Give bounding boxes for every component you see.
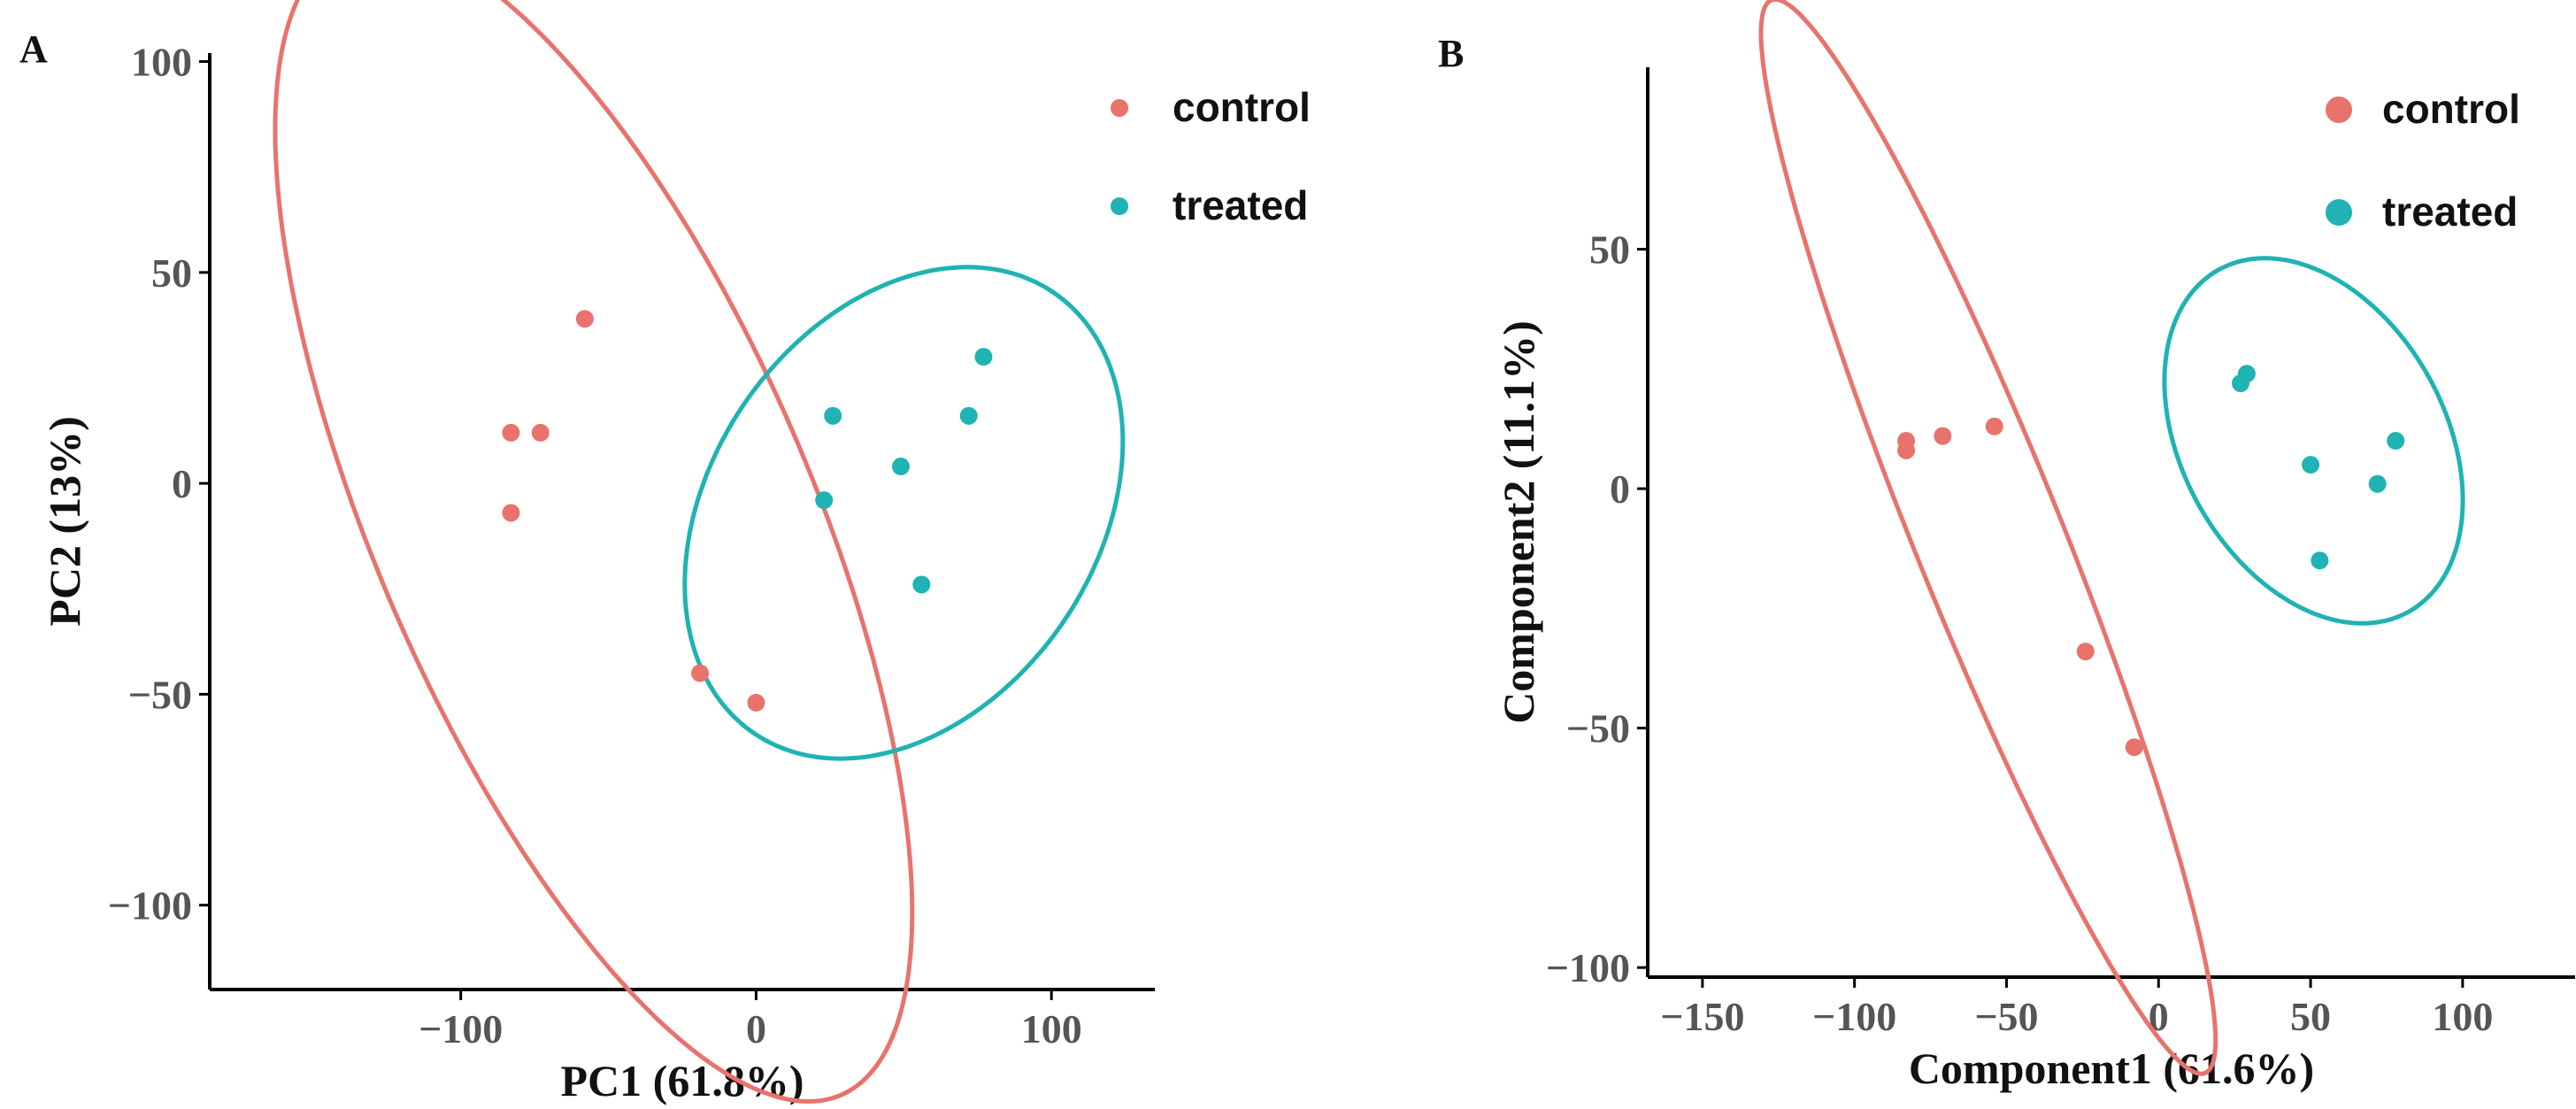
y-tick-label: 50 — [1589, 227, 1630, 273]
x-axis-title: Component1 (61.6%) — [1909, 1044, 2314, 1093]
legend-label-control: control — [1173, 84, 1311, 130]
data-point-control — [531, 423, 550, 442]
data-point-control — [2076, 643, 2095, 661]
data-point-control — [575, 310, 594, 328]
y-axis-title: Component2 (11.1%) — [1494, 320, 1543, 724]
data-point-control — [691, 664, 710, 682]
y-tick-label: −50 — [1566, 706, 1630, 751]
y-tick-label: 0 — [1610, 466, 1630, 512]
data-point-treated — [2232, 374, 2250, 393]
data-point-treated — [2387, 432, 2405, 451]
data-point-control — [2125, 738, 2143, 757]
data-point-treated — [2302, 456, 2320, 474]
y-tick-label: 50 — [151, 250, 192, 296]
legend-label-treated: treated — [1173, 182, 1308, 228]
data-point-control — [747, 693, 765, 712]
legend-label-control: control — [2382, 86, 2520, 132]
y-tick-label: 0 — [172, 461, 192, 506]
panel-a: A −100 0 100 −100 −50 0 50 100 PC1 (61.8%) PC2 (13… — [19, 0, 1311, 1105]
confidence-ellipse-treated — [2162, 256, 2465, 626]
panel-label: A — [19, 27, 48, 71]
legend: control treated — [2326, 86, 2520, 235]
x-tick-label: −150 — [1660, 994, 1744, 1039]
confidence-ellipse-control — [273, 0, 915, 1104]
confidence-ellipse-treated — [682, 265, 1126, 761]
y-axis-title: PC2 (13%) — [40, 416, 89, 626]
x-tick-label: 100 — [1021, 1006, 1082, 1051]
data-point-treated — [912, 575, 931, 594]
data-point-treated — [815, 491, 834, 510]
y-tick-label: −100 — [108, 883, 192, 928]
x-tick-label: 0 — [2149, 994, 2169, 1039]
legend-marker-control — [2326, 96, 2352, 123]
y-tick-label: −50 — [128, 672, 192, 717]
data-point-control — [502, 504, 520, 522]
x-tick-label: 0 — [746, 1006, 766, 1051]
x-tick-label: −100 — [1812, 994, 1896, 1039]
data-point-treated — [824, 406, 842, 425]
legend-marker-treated — [1111, 197, 1128, 215]
data-point-treated — [891, 458, 910, 476]
data-point-control — [502, 423, 520, 442]
data-point-control — [1897, 441, 1916, 459]
panel-label: B — [1438, 32, 1464, 75]
legend: control treated — [1111, 84, 1311, 228]
data-point-treated — [959, 406, 978, 425]
data-point-control — [1934, 427, 1952, 445]
legend-label-treated: treated — [2382, 189, 2518, 235]
data-point-treated — [2368, 474, 2387, 493]
y-tick-label: 100 — [131, 40, 192, 85]
confidence-ellipse-control — [1758, 0, 2218, 1076]
legend-marker-control — [1111, 99, 1128, 117]
data-point-control — [1985, 417, 2003, 435]
x-tick-label: 50 — [2290, 994, 2331, 1039]
x-axis-title: PC1 (61.8%) — [561, 1056, 804, 1105]
data-point-treated — [974, 348, 993, 366]
panel-b: B −150 −100 −50 0 50 100 −100 −50 0 50 Component1 (… — [1438, 0, 2575, 1093]
x-tick-label: −50 — [1974, 994, 2038, 1039]
x-tick-label: 100 — [2432, 994, 2493, 1039]
data-point-treated — [2311, 551, 2329, 570]
legend-marker-treated — [2326, 199, 2352, 226]
y-tick-label: −100 — [1546, 945, 1630, 990]
x-tick-label: −100 — [419, 1006, 503, 1051]
